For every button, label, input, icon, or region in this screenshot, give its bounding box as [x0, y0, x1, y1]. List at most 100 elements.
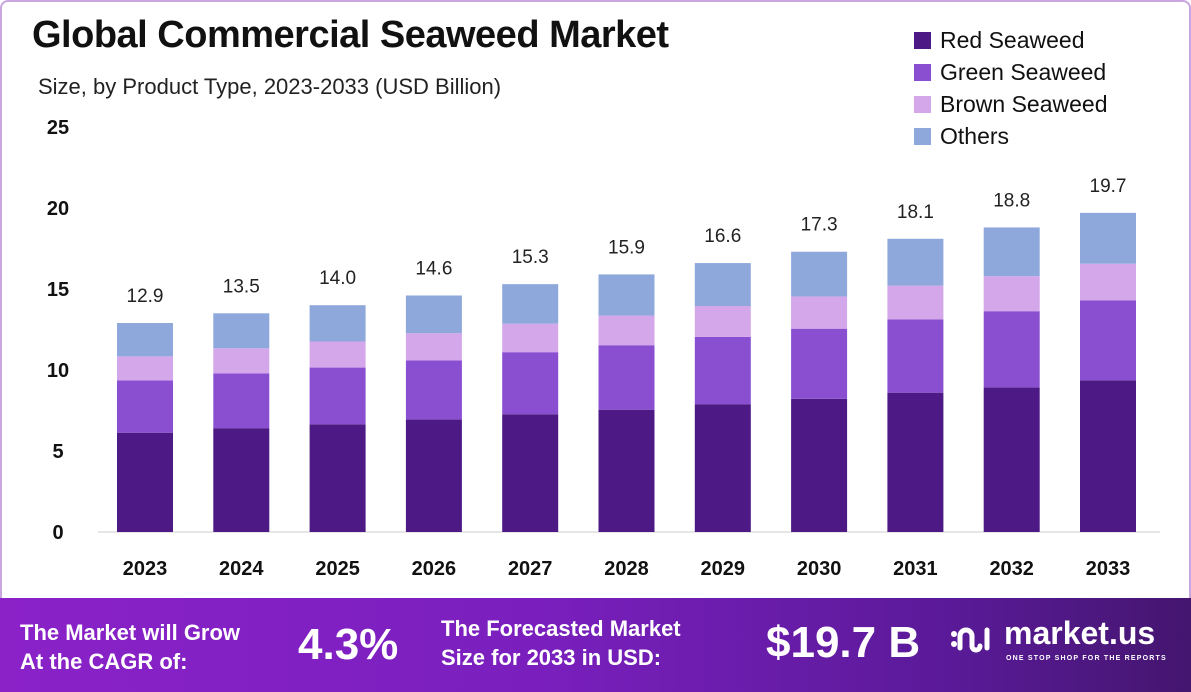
- cagr-label-line2: At the CAGR of:: [20, 649, 188, 674]
- bar-segment-brown-seaweed: [1080, 263, 1136, 301]
- legend-label: Green Seaweed: [940, 58, 1107, 85]
- bar-segment-others: [1080, 212, 1136, 264]
- data-label-total: 19.7: [1090, 176, 1127, 197]
- bar-segment-red-seaweed: [502, 414, 559, 532]
- bar-segment-green-seaweed: [405, 360, 462, 420]
- market-us-logo: market.us ONE STOP SHOP FOR THE REPORTS: [950, 614, 1167, 664]
- bar-segment-green-seaweed: [598, 345, 655, 410]
- legend-item-brown: Brown Seaweed: [914, 88, 1108, 120]
- data-label-total: 17.3: [801, 215, 838, 236]
- bar-segment-red-seaweed: [1080, 380, 1136, 532]
- bar-segment-green-seaweed: [502, 352, 559, 415]
- data-label-total: 14.0: [319, 268, 356, 289]
- bar-segment-red-seaweed: [791, 398, 848, 532]
- legend: Red Seaweed Green Seaweed Brown Seaweed …: [914, 24, 1108, 152]
- forecast-label-line1: The Forecasted Market: [441, 616, 681, 641]
- y-tick-label: 15: [47, 279, 69, 301]
- data-label-total: 16.6: [704, 226, 741, 247]
- x-tick-label: 2025: [315, 558, 360, 580]
- bar-segment-others: [791, 251, 848, 297]
- bar-segment-others: [117, 323, 173, 357]
- bar-segment-others: [887, 238, 944, 286]
- bar-segment-brown-seaweed: [983, 276, 1040, 312]
- forecast-label: The Forecasted Market Size for 2033 in U…: [441, 614, 681, 672]
- y-tick-label: 25: [47, 117, 69, 139]
- x-tick-label: 2028: [604, 558, 649, 580]
- x-tick-label: 2029: [701, 558, 746, 580]
- legend-swatch: [914, 127, 931, 145]
- bar-segment-red-seaweed: [405, 419, 462, 532]
- legend-label: Red Seaweed: [940, 26, 1085, 53]
- bar-segment-others: [309, 305, 366, 342]
- bar-segment-brown-seaweed: [309, 341, 366, 368]
- cagr-label-line1: The Market will Grow: [20, 620, 241, 645]
- brand-tagline: ONE STOP SHOP FOR THE REPORTS: [1006, 655, 1167, 662]
- y-tick-label: 5: [52, 441, 63, 463]
- bar-segment-others: [502, 284, 559, 324]
- data-label-total: 13.5: [223, 276, 260, 297]
- legend-swatch: [914, 95, 931, 113]
- bar-segment-others: [405, 295, 462, 334]
- legend-item-green: Green Seaweed: [914, 56, 1108, 88]
- legend-item-others: Others: [914, 120, 1108, 152]
- bar-segment-green-seaweed: [117, 380, 173, 433]
- cagr-label: The Market will Grow At the CAGR of:: [20, 618, 240, 676]
- bar-segment-brown-seaweed: [887, 285, 944, 320]
- bar-segment-others: [598, 274, 655, 316]
- bar-segment-green-seaweed: [1080, 300, 1136, 381]
- bar-segment-green-seaweed: [694, 336, 751, 405]
- bar-segment-green-seaweed: [213, 373, 270, 429]
- x-tick-label: 2026: [412, 558, 457, 580]
- bar-segment-green-seaweed: [887, 319, 944, 393]
- bar-chart: 051015202512.9202313.5202414.0202514.620…: [47, 117, 1160, 580]
- bar-segment-green-seaweed: [983, 311, 1040, 388]
- data-label-total: 18.1: [897, 202, 934, 223]
- data-label-total: 15.9: [608, 237, 645, 258]
- x-tick-label: 2024: [219, 558, 264, 580]
- bar-segment-brown-seaweed: [502, 323, 559, 353]
- legend-label: Brown Seaweed: [940, 90, 1108, 117]
- bar-segment-brown-seaweed: [213, 348, 270, 374]
- data-label-total: 15.3: [512, 247, 549, 268]
- chart-subtitle: Size, by Product Type, 2023-2033 (USD Bi…: [38, 74, 502, 99]
- y-tick-label: 20: [47, 198, 69, 220]
- x-tick-label: 2032: [989, 558, 1034, 580]
- bar-segment-brown-seaweed: [791, 296, 848, 329]
- bar-segment-brown-seaweed: [598, 315, 655, 346]
- y-tick-label: 10: [47, 360, 69, 382]
- legend-label: Others: [940, 122, 1010, 149]
- bar-segment-green-seaweed: [791, 328, 848, 399]
- x-tick-label: 2031: [893, 558, 938, 580]
- bar-segment-others: [694, 263, 751, 307]
- x-tick-label: 2027: [508, 558, 553, 580]
- cagr-value: 4.3%: [298, 620, 399, 669]
- bar-segment-red-seaweed: [309, 424, 366, 532]
- bar-segment-red-seaweed: [694, 404, 751, 532]
- legend-item-red: Red Seaweed: [914, 24, 1108, 56]
- bar-segment-others: [213, 313, 270, 349]
- x-tick-label: 2033: [1086, 558, 1131, 580]
- legend-swatch: [914, 31, 931, 49]
- data-label-total: 12.9: [127, 286, 164, 307]
- bar-segment-red-seaweed: [598, 409, 655, 532]
- x-tick-label: 2023: [123, 558, 168, 580]
- forecast-label-line2: Size for 2033 in USD:: [441, 645, 662, 670]
- bar-segment-brown-seaweed: [405, 333, 462, 361]
- bar-segment-others: [983, 227, 1040, 277]
- brand-name: market.us: [1004, 615, 1156, 651]
- bar-segment-red-seaweed: [117, 432, 173, 532]
- x-tick-label: 2030: [797, 558, 842, 580]
- bar-segment-green-seaweed: [309, 367, 366, 425]
- y-tick-label: 0: [52, 522, 63, 544]
- bar-segment-red-seaweed: [983, 387, 1040, 532]
- legend-swatch: [914, 63, 931, 81]
- bar-segment-red-seaweed: [213, 428, 270, 532]
- data-label-total: 14.6: [415, 258, 452, 279]
- footer-banner: The Market will Grow At the CAGR of: 4.3…: [0, 598, 1191, 692]
- chart-title: Global Commercial Seaweed Market: [32, 14, 669, 56]
- data-label-total: 18.8: [993, 190, 1030, 211]
- bar-segment-red-seaweed: [887, 392, 944, 532]
- bar-segment-brown-seaweed: [117, 356, 173, 381]
- forecast-value: $19.7 B: [766, 618, 921, 667]
- market-us-logo-icon: [951, 627, 990, 653]
